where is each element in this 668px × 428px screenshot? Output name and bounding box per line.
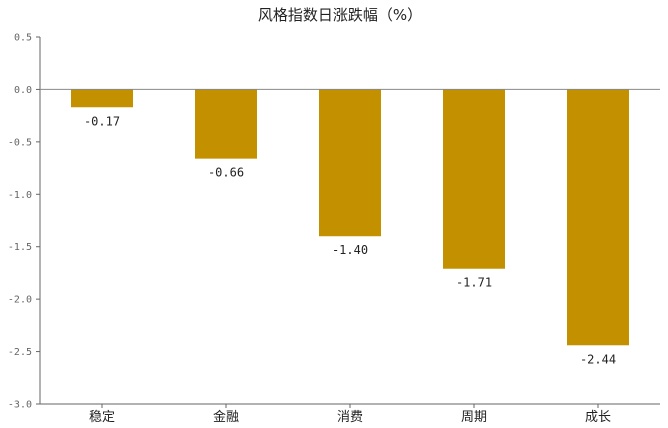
bar-value-label: -1.71 xyxy=(456,276,492,290)
bar-value-label: -0.66 xyxy=(208,166,244,180)
x-tick-label: 周期 xyxy=(461,410,487,425)
y-tick-label: -1.5 xyxy=(8,242,32,253)
x-tick-label: 消费 xyxy=(337,410,363,425)
bar-value-label: -0.17 xyxy=(84,114,120,128)
chart-title: 风格指数日涨跌幅（%） xyxy=(258,6,422,24)
bar xyxy=(195,89,257,159)
y-tick-label: 0.0 xyxy=(14,85,32,96)
bar xyxy=(71,89,133,108)
y-tick-label: 0.5 xyxy=(14,33,32,44)
bar-value-label: -2.44 xyxy=(580,352,616,366)
x-tick-label: 成长 xyxy=(585,410,611,425)
x-tick-label: 稳定 xyxy=(89,409,115,425)
bars: -0.17 -0.66 -1.40 -1.71 -2.44 xyxy=(40,88,660,366)
bar xyxy=(443,89,505,269)
y-tick-label: -0.5 xyxy=(8,137,32,148)
bar xyxy=(319,89,381,237)
bar xyxy=(567,89,629,346)
x-tick-label: 金融 xyxy=(213,409,239,425)
y-tick-label: -2.0 xyxy=(8,295,32,306)
y-tick-label: -1.0 xyxy=(8,190,32,201)
y-tick-label: -3.0 xyxy=(8,400,32,411)
bar-value-label: -1.40 xyxy=(332,243,368,257)
y-tick-label: -2.5 xyxy=(8,347,32,358)
x-axis: 稳定 金融 消费 周期 成长 xyxy=(40,403,660,425)
y-axis: 0.5 0.0 -0.5 -1.0 -1.5 -2.0 -2.5 -3.0 xyxy=(8,33,41,411)
